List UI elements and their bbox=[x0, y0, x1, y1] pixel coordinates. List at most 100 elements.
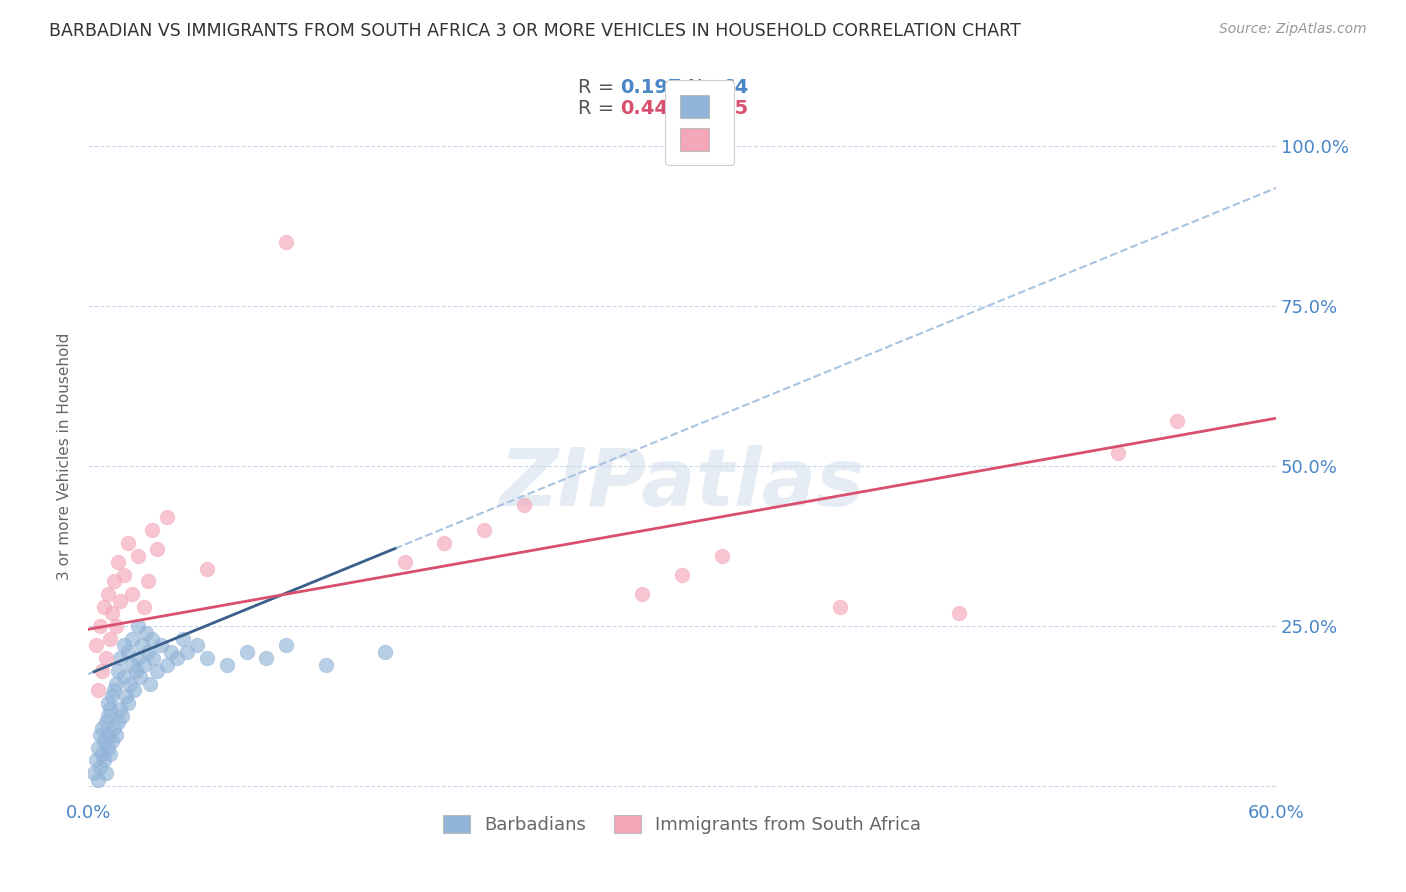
Point bbox=[132, 599, 155, 614]
Point bbox=[97, 708, 120, 723]
Point bbox=[103, 683, 125, 698]
Point bbox=[83, 766, 105, 780]
Point bbox=[87, 740, 110, 755]
Point bbox=[121, 632, 143, 646]
Point bbox=[94, 715, 117, 730]
Point bbox=[118, 676, 141, 690]
Point bbox=[132, 657, 155, 672]
Point bbox=[274, 235, 297, 250]
Point bbox=[103, 574, 125, 589]
Legend: Barbadians, Immigrants from South Africa: Barbadians, Immigrants from South Africa bbox=[436, 807, 928, 841]
Point bbox=[948, 607, 970, 621]
Point bbox=[631, 587, 654, 601]
Point bbox=[107, 555, 129, 569]
Point bbox=[117, 645, 139, 659]
Point bbox=[186, 638, 208, 652]
Text: R =: R = bbox=[578, 99, 620, 119]
Point bbox=[1166, 414, 1188, 428]
Point bbox=[112, 568, 135, 582]
Point bbox=[830, 599, 852, 614]
Point bbox=[87, 772, 110, 787]
Text: R =: R = bbox=[578, 78, 620, 96]
Point bbox=[94, 766, 117, 780]
Point bbox=[433, 536, 456, 550]
Point bbox=[89, 760, 111, 774]
Text: N =: N = bbox=[688, 99, 731, 119]
Point bbox=[127, 651, 149, 665]
Point bbox=[97, 696, 120, 710]
Point bbox=[97, 587, 120, 601]
Point bbox=[101, 734, 124, 748]
Point bbox=[121, 587, 143, 601]
Point bbox=[89, 728, 111, 742]
Point bbox=[89, 619, 111, 633]
Point bbox=[671, 568, 693, 582]
Point bbox=[195, 651, 218, 665]
Point bbox=[98, 747, 121, 761]
Point bbox=[97, 740, 120, 755]
Point bbox=[97, 728, 120, 742]
Point bbox=[91, 664, 114, 678]
Point bbox=[112, 638, 135, 652]
Text: 0.444: 0.444 bbox=[620, 99, 682, 119]
Point bbox=[98, 632, 121, 646]
Point bbox=[146, 664, 169, 678]
Point bbox=[156, 510, 179, 524]
Point bbox=[215, 657, 238, 672]
Point bbox=[512, 498, 534, 512]
Point bbox=[84, 638, 107, 652]
Point bbox=[166, 651, 188, 665]
Point bbox=[108, 651, 131, 665]
Text: 35: 35 bbox=[721, 99, 748, 119]
Point bbox=[111, 708, 134, 723]
Point bbox=[84, 754, 107, 768]
Point bbox=[254, 651, 277, 665]
Point bbox=[1107, 446, 1129, 460]
Point bbox=[235, 645, 257, 659]
Point bbox=[117, 536, 139, 550]
Point bbox=[315, 657, 337, 672]
Text: 0.197: 0.197 bbox=[620, 78, 682, 96]
Point bbox=[91, 747, 114, 761]
Point bbox=[94, 651, 117, 665]
Text: BARBADIAN VS IMMIGRANTS FROM SOUTH AFRICA 3 OR MORE VEHICLES IN HOUSEHOLD CORREL: BARBADIAN VS IMMIGRANTS FROM SOUTH AFRIC… bbox=[49, 22, 1021, 40]
Point bbox=[131, 638, 153, 652]
Point bbox=[122, 683, 145, 698]
Point bbox=[394, 555, 416, 569]
Point bbox=[103, 722, 125, 736]
Point bbox=[195, 561, 218, 575]
Point bbox=[93, 599, 115, 614]
Point bbox=[108, 702, 131, 716]
Point bbox=[124, 664, 146, 678]
Point bbox=[107, 715, 129, 730]
Text: 64: 64 bbox=[721, 78, 748, 96]
Point bbox=[141, 632, 163, 646]
Point bbox=[141, 523, 163, 537]
Point bbox=[98, 702, 121, 716]
Point bbox=[160, 645, 183, 659]
Point bbox=[472, 523, 495, 537]
Text: Source: ZipAtlas.com: Source: ZipAtlas.com bbox=[1219, 22, 1367, 37]
Point bbox=[104, 619, 127, 633]
Point bbox=[142, 651, 165, 665]
Point bbox=[150, 638, 173, 652]
Point bbox=[91, 722, 114, 736]
Point bbox=[128, 670, 150, 684]
Point bbox=[93, 754, 115, 768]
Point bbox=[136, 645, 159, 659]
Point bbox=[112, 670, 135, 684]
Point bbox=[87, 683, 110, 698]
Text: ZIPatlas: ZIPatlas bbox=[499, 445, 865, 523]
Text: N =: N = bbox=[688, 78, 731, 96]
Point bbox=[710, 549, 733, 563]
Point bbox=[136, 574, 159, 589]
Point bbox=[172, 632, 194, 646]
Point bbox=[135, 625, 157, 640]
Point bbox=[127, 549, 149, 563]
Point bbox=[176, 645, 198, 659]
Point bbox=[114, 690, 136, 704]
Point bbox=[274, 638, 297, 652]
Point bbox=[101, 607, 124, 621]
Y-axis label: 3 or more Vehicles in Household: 3 or more Vehicles in Household bbox=[58, 333, 72, 581]
Point bbox=[121, 657, 143, 672]
